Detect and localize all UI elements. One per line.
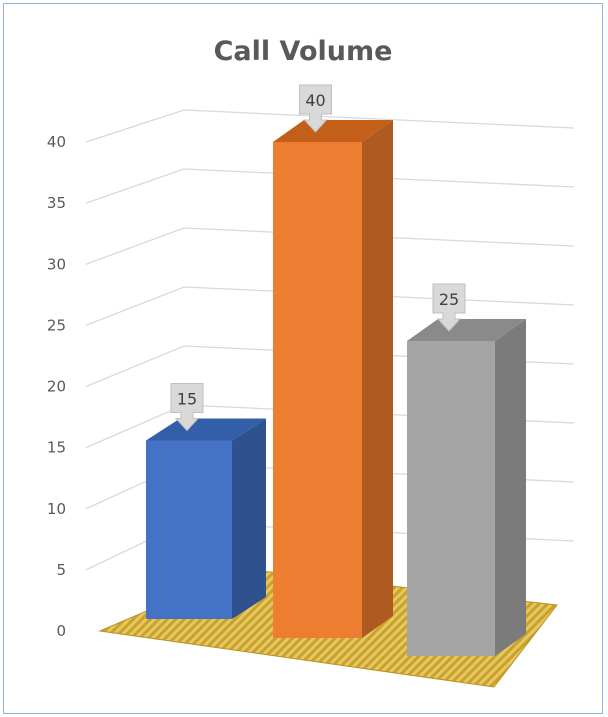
data-label: 25 xyxy=(439,290,459,309)
gridline xyxy=(85,109,575,143)
data-label-box xyxy=(299,84,332,133)
y-tick-label: 25 xyxy=(47,316,66,334)
bar-top xyxy=(146,418,266,441)
bar-front xyxy=(407,341,495,656)
chart-area: Call Volume 0 5 10 15 20 25 30 35 40 15 40 25 xyxy=(3,3,603,714)
y-tick-label: 20 xyxy=(47,378,66,396)
bar-side xyxy=(495,319,526,656)
data-label: 15 xyxy=(177,390,197,409)
y-tick-label: 15 xyxy=(47,439,66,457)
plot-area: 0 5 10 15 20 25 30 35 40 15 40 25 xyxy=(47,84,575,688)
gridline xyxy=(85,168,575,204)
data-label-box xyxy=(432,283,466,332)
y-tick-label: 35 xyxy=(47,194,66,212)
chart-title: Call Volume xyxy=(213,36,393,67)
bar-top xyxy=(407,319,526,341)
data-label: 40 xyxy=(305,91,325,110)
data-label-callout: 40 xyxy=(299,84,332,133)
data-label-box xyxy=(170,383,204,432)
y-tick-label: 5 xyxy=(56,561,66,579)
data-label-callout: 25 xyxy=(432,283,466,332)
bar xyxy=(407,319,526,656)
data-label-callout: 15 xyxy=(170,383,204,432)
y-tick-label: 30 xyxy=(47,255,66,273)
bar-side xyxy=(362,120,393,638)
y-tick-label: 40 xyxy=(47,133,66,151)
bar-front xyxy=(273,142,362,638)
gridline xyxy=(85,227,575,265)
bar-side xyxy=(232,418,266,619)
bar xyxy=(146,418,266,619)
bar-front xyxy=(146,440,232,619)
y-tick-label: 10 xyxy=(47,500,66,518)
y-tick-label: 0 xyxy=(56,622,66,640)
bar xyxy=(273,120,393,638)
bar-top xyxy=(273,120,393,142)
